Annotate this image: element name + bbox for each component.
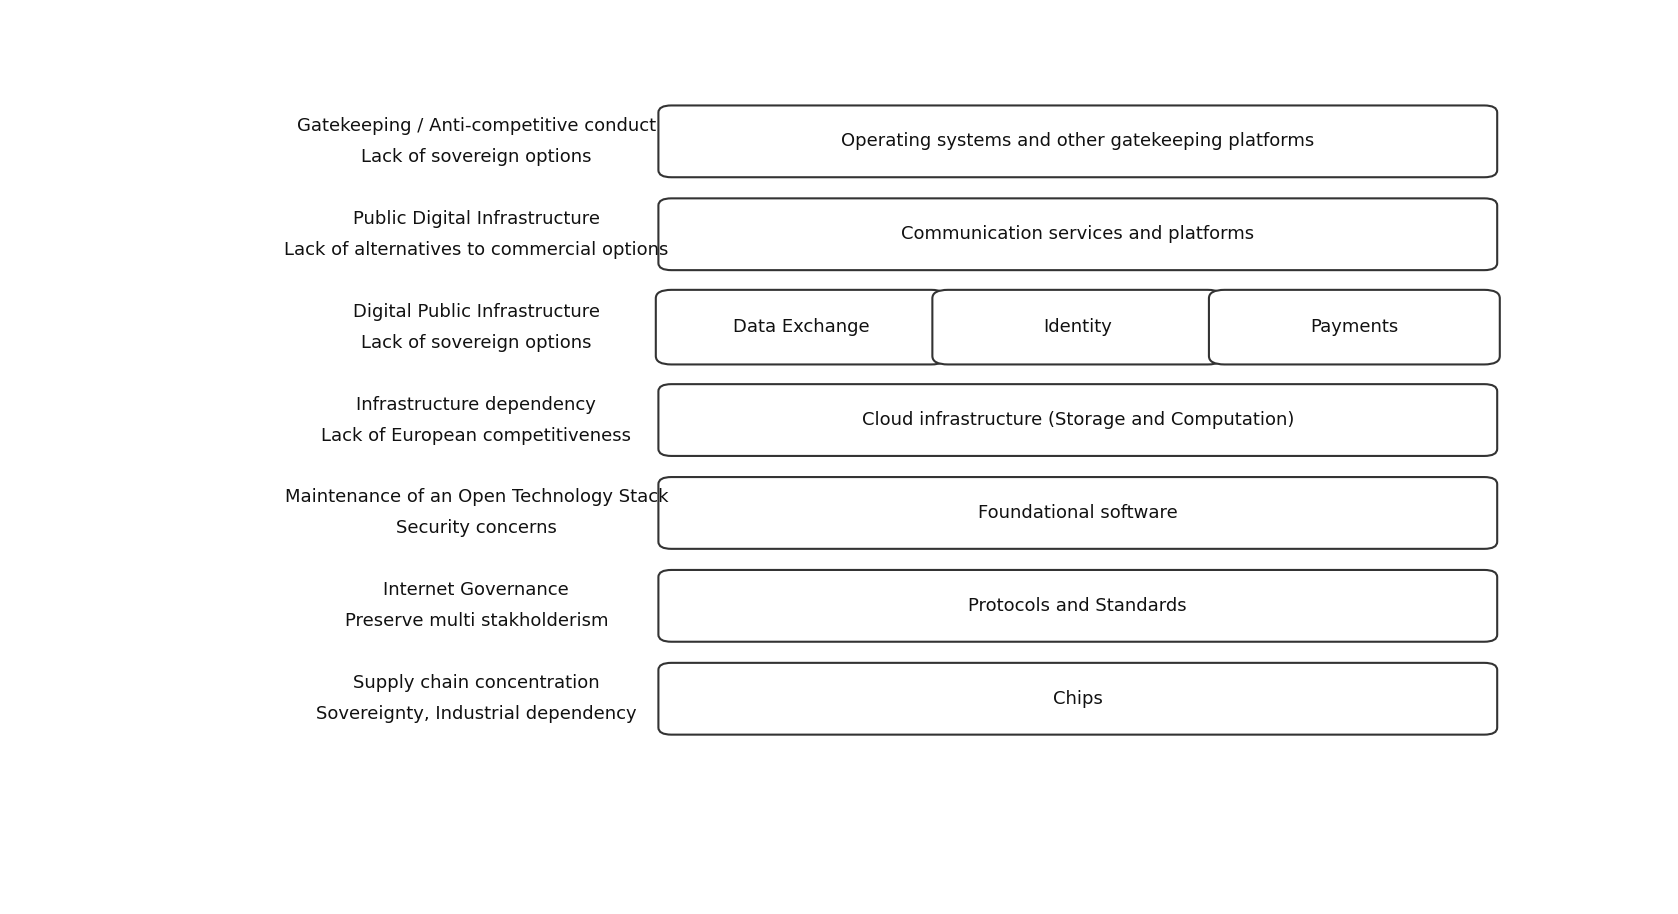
Text: Digital Public Infrastructure: Digital Public Infrastructure xyxy=(352,303,599,321)
FancyBboxPatch shape xyxy=(658,198,1497,271)
Text: Lack of European competitiveness: Lack of European competitiveness xyxy=(322,427,631,444)
Text: Data Exchange: Data Exchange xyxy=(733,318,869,336)
Text: Cloud infrastructure (Storage and Computation): Cloud infrastructure (Storage and Comput… xyxy=(861,411,1294,429)
Text: Lack of alternatives to commercial options: Lack of alternatives to commercial optio… xyxy=(284,240,668,259)
Text: Infrastructure dependency: Infrastructure dependency xyxy=(356,396,596,413)
Text: Gatekeeping / Anti-competitive conduct: Gatekeeping / Anti-competitive conduct xyxy=(297,117,656,135)
FancyBboxPatch shape xyxy=(658,477,1497,548)
Text: Maintenance of an Open Technology Stack: Maintenance of an Open Technology Stack xyxy=(285,488,668,506)
Text: Sovereignty, Industrial dependency: Sovereignty, Industrial dependency xyxy=(315,706,636,723)
FancyBboxPatch shape xyxy=(658,105,1497,177)
FancyBboxPatch shape xyxy=(1208,290,1500,365)
Text: Security concerns: Security concerns xyxy=(396,519,557,537)
Text: Payments: Payments xyxy=(1311,318,1398,336)
FancyBboxPatch shape xyxy=(658,663,1497,735)
Text: Preserve multi stakholderism: Preserve multi stakholderism xyxy=(344,612,607,631)
Text: Communication services and platforms: Communication services and platforms xyxy=(901,225,1255,243)
FancyBboxPatch shape xyxy=(933,290,1223,365)
Text: Supply chain concentration: Supply chain concentration xyxy=(352,675,599,692)
Text: Operating systems and other gatekeeping platforms: Operating systems and other gatekeeping … xyxy=(841,133,1314,150)
Text: Foundational software: Foundational software xyxy=(978,504,1178,522)
Text: Public Digital Infrastructure: Public Digital Infrastructure xyxy=(352,210,599,228)
Text: Chips: Chips xyxy=(1052,690,1102,707)
FancyBboxPatch shape xyxy=(658,384,1497,456)
FancyBboxPatch shape xyxy=(658,570,1497,642)
Text: Identity: Identity xyxy=(1044,318,1113,336)
Text: Lack of sovereign options: Lack of sovereign options xyxy=(361,334,592,352)
Text: Lack of sovereign options: Lack of sovereign options xyxy=(361,148,592,165)
Text: Internet Governance: Internet Governance xyxy=(384,581,569,600)
FancyBboxPatch shape xyxy=(656,290,946,365)
Text: Protocols and Standards: Protocols and Standards xyxy=(968,597,1186,615)
